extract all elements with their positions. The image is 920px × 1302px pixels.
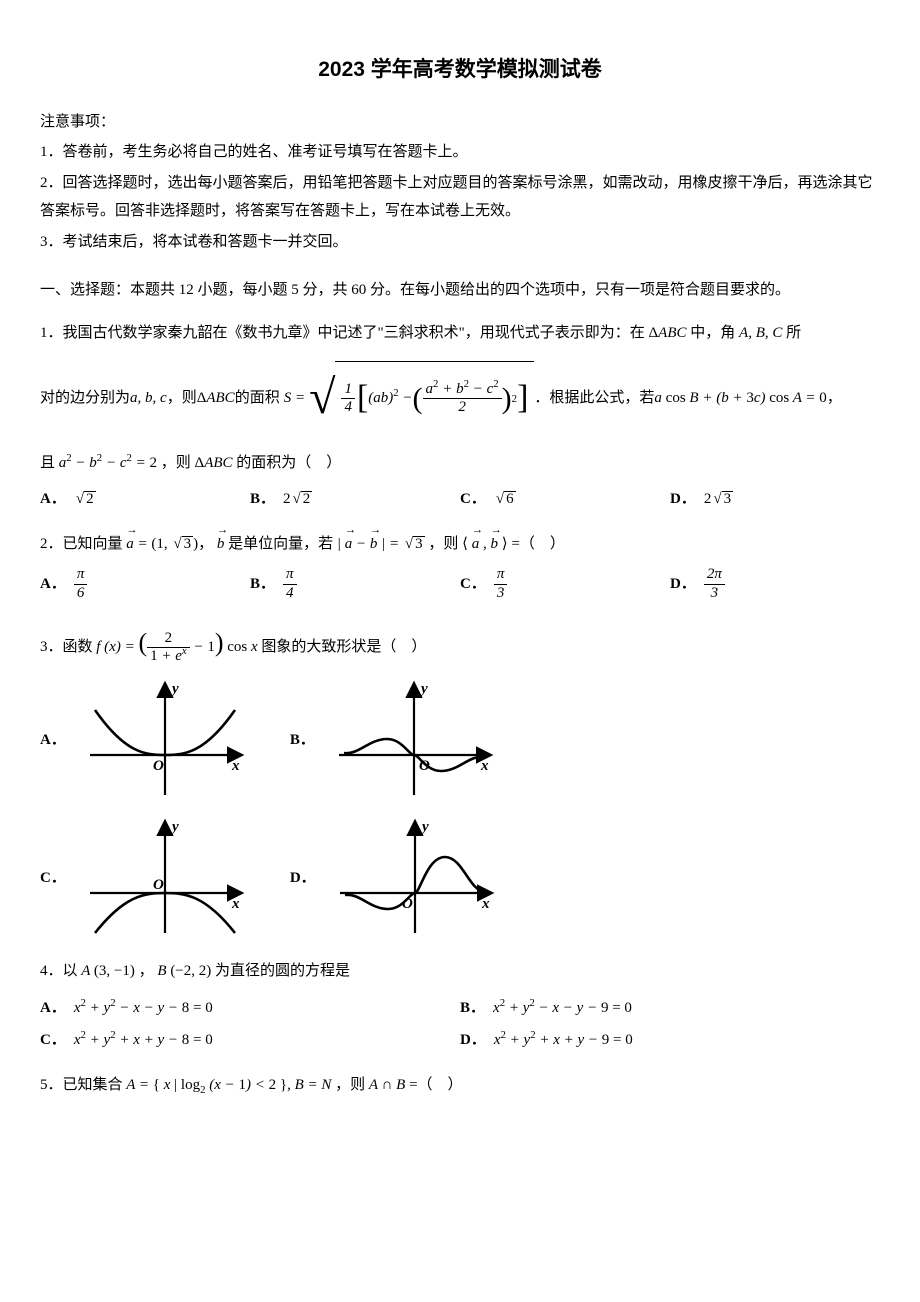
q1-inner-den: 2 xyxy=(423,399,502,416)
q1-cond1: a cos B + (b + 3c) cos A = 0 xyxy=(654,384,826,413)
q1-l3-c: 的面积为（ ） xyxy=(236,455,341,471)
q2-C-n: π xyxy=(494,566,508,584)
q4-a: 4．以 xyxy=(40,963,81,979)
q4-b: ， xyxy=(139,963,154,979)
svg-text:x: x xyxy=(231,896,240,912)
question-2: 2．已知向量 a = (1, 3)， b 是单位向量，若 | a − b | =… xyxy=(40,530,880,559)
q1-l3-b: ，则 xyxy=(161,455,195,471)
note-2: 2．回答选择题时，选出每小题答案后，用铅笔把答题卡上对应题目的答案标号涂黑，如需… xyxy=(40,169,880,226)
q4-options: A．x2 + y2 − x − y − 8 = 0 B．x2 + y2 − x … xyxy=(40,992,880,1057)
notes-header: 注意事项： xyxy=(40,108,880,137)
q2-A-d: 6 xyxy=(74,585,88,602)
svg-text:y: y xyxy=(170,819,179,835)
q2-c: ，则 xyxy=(428,536,462,552)
svg-text:x: x xyxy=(480,758,489,774)
q2-C-d: 3 xyxy=(494,585,508,602)
q3-a: 3．函数 xyxy=(40,639,96,655)
q5-a: 5．已知集合 xyxy=(40,1077,126,1093)
q3-b: 图象的大致形状是（ ） xyxy=(261,639,426,655)
note-1: 1．答卷前，考生务必将自己的姓名、准考证号填写在答题卡上。 xyxy=(40,138,880,167)
q4-c: 为直径的圆的方程是 xyxy=(215,963,350,979)
q1-l2-b: ，则 xyxy=(167,384,197,413)
q1-sides: a, b, c xyxy=(130,384,167,413)
q1-l3-a: 且 xyxy=(40,455,59,471)
q2-a: 2．已知向量 xyxy=(40,536,126,552)
q5-b: ，则 xyxy=(335,1077,369,1093)
svg-text:O: O xyxy=(419,758,430,774)
q2-D-d: 3 xyxy=(704,585,725,602)
question-1-line3: 且 a2 − b2 − c2 = 2 ，则 ΔABC 的面积为（ ） xyxy=(40,449,880,478)
q2-options: A．π6 B．π4 C．π3 D．2π3 xyxy=(40,564,880,604)
q3-graphs-row2: C． y x O D． y x O xyxy=(40,813,880,943)
q2-B-d: 4 xyxy=(283,585,297,602)
q3-graph-C: y x O xyxy=(80,813,250,943)
q2-D-n: 2π xyxy=(704,566,725,584)
question-1-line2: 对的边分别为 a, b, c ，则 ΔABC 的面积 S = √ 14 [ (a… xyxy=(40,361,880,435)
q1-text-3: 所 xyxy=(782,325,801,341)
q3-opt-B-label: B． xyxy=(290,726,315,755)
q3-graph-A: y x O xyxy=(80,675,250,805)
q1-l2-e: ， xyxy=(827,384,842,413)
q1-l2-d: ．根据此公式，若 xyxy=(534,384,654,413)
q1-angles: A, B, C xyxy=(739,325,782,341)
question-5: 5．已知集合 A = { x | log2 (x − 1) < 2 }, B =… xyxy=(40,1071,880,1100)
q3-graphs-row1: A． y x O B． y x O xyxy=(40,675,880,805)
q2-B-n: π xyxy=(283,566,297,584)
svg-text:y: y xyxy=(170,681,179,697)
q3-opt-C-label: C． xyxy=(40,864,66,893)
q2-A-n: π xyxy=(74,566,88,584)
q1-options: A．2 B．22 C．6 D．23 xyxy=(40,483,880,516)
q5-c: =（ ） xyxy=(409,1077,462,1093)
q3-opt-A-label: A． xyxy=(40,726,66,755)
q1-l2-c: 的面积 xyxy=(235,384,280,413)
question-1: 1．我国古代数学家秦九韶在《数书九章》中记述了"三斜求积术"，用现代式子表示即为… xyxy=(40,319,880,348)
svg-text:x: x xyxy=(231,758,240,774)
svg-text:O: O xyxy=(402,896,413,912)
q1-l2-a: 对的边分别为 xyxy=(40,384,130,413)
q2-d: =（ ） xyxy=(511,536,564,552)
svg-text:y: y xyxy=(419,681,428,697)
page-title: 2023 学年高考数学模拟测试卷 xyxy=(40,50,880,90)
q1-text-1: 1．我国古代数学家秦九韶在《数书九章》中记述了"三斜求积术"，用现代式子表示即为… xyxy=(40,325,649,341)
note-3: 3．考试结束后，将本试卷和答题卡一并交回。 xyxy=(40,228,880,257)
q1-frac-1-n: 1 xyxy=(341,381,355,399)
question-4: 4．以 A (3, −1) ， B (−2, 2) 为直径的圆的方程是 xyxy=(40,957,880,986)
q3-graph-B: y x O xyxy=(329,675,499,805)
svg-text:x: x xyxy=(481,896,490,912)
question-3: 3．函数 f (x) = (21 + ex − 1) cos x 图象的大致形状… xyxy=(40,618,880,667)
q3-opt-D-label: D． xyxy=(290,864,316,893)
q1-S: S = xyxy=(284,384,305,413)
svg-text:y: y xyxy=(420,819,429,835)
q2-b: 是单位向量，若 xyxy=(228,536,337,552)
q1-frac-1-d: 4 xyxy=(341,399,355,416)
section1-intro: 一、选择题：本题共 12 小题，每小题 5 分，共 60 分。在每小题给出的四个… xyxy=(40,276,880,305)
q1-text-2: 中，角 xyxy=(687,325,740,341)
svg-text:O: O xyxy=(153,877,164,893)
q3-graph-D: y x O xyxy=(330,813,500,943)
svg-text:O: O xyxy=(153,758,164,774)
